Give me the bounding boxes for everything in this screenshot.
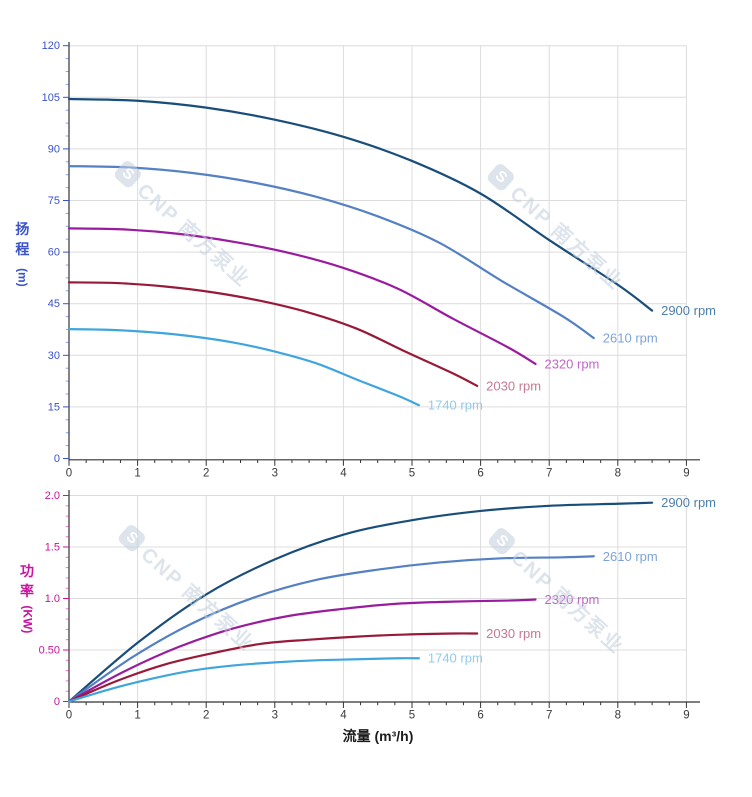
curve-head-2030rpm — [67, 281, 479, 388]
y-tick-label-head-0: 0 — [54, 453, 60, 465]
power-y-axis-title-char2: 率 — [19, 582, 34, 599]
x-tick-label-power-9: 9 — [683, 710, 689, 722]
x-tick-label-head-6: 6 — [477, 467, 483, 479]
x-tick-label-power-5: 5 — [409, 710, 415, 722]
y-tick-label-head-6: 90 — [48, 143, 60, 155]
curve-power-2320rpm — [67, 598, 537, 703]
x-tick-label-power-4: 4 — [340, 710, 347, 722]
series-label-power-2900rpm: 2900 rpm — [661, 495, 716, 510]
x-tick-label-power-7: 7 — [546, 710, 552, 722]
x-tick-label-head-9: 9 — [683, 467, 689, 479]
series-label-head-2610rpm: 2610 rpm — [603, 331, 658, 346]
y-tick-label-power-4: 2.0 — [45, 490, 60, 502]
y-tick-label-head-5: 75 — [48, 195, 60, 207]
series-label-head-1740rpm: 1740 rpm — [428, 398, 483, 413]
y-tick-label-power-3: 1.5 — [45, 542, 60, 554]
y-tick-label-head-4: 60 — [48, 247, 60, 259]
y-tick-label-head-1: 15 — [48, 401, 60, 413]
x-tick-label-head-5: 5 — [409, 467, 415, 479]
y-tick-label-head-3: 45 — [48, 298, 60, 310]
curve-power-2030rpm — [67, 632, 479, 703]
power-y-axis-unit: (KW) — [20, 605, 35, 634]
x-tick-label-power-1: 1 — [134, 710, 140, 722]
curve-power-1740rpm — [67, 657, 420, 703]
y-tick-label-power-0: 0 — [54, 696, 60, 708]
y-tick-label-head-7: 105 — [42, 92, 60, 104]
y-tick-label-head-2: 30 — [48, 350, 60, 362]
series-label-head-2030rpm: 2030 rpm — [486, 378, 541, 393]
series-label-power-2030rpm: 2030 rpm — [486, 626, 541, 641]
y-tick-label-head-8: 120 — [42, 40, 60, 52]
curve-head-2900rpm — [67, 97, 654, 312]
curve-head-2610rpm — [67, 165, 595, 340]
curve-head-1740rpm — [67, 328, 420, 407]
y-tick-label-power-2: 1.0 — [45, 593, 60, 605]
x-tick-label-head-2: 2 — [203, 467, 209, 479]
head-y-axis-unit: (m) — [15, 268, 30, 287]
x-tick-label-head-8: 8 — [615, 467, 621, 479]
x-tick-label-power-0: 0 — [66, 710, 72, 722]
x-axis-title: 流量 (m³/h) — [342, 728, 414, 744]
curve-head-2320rpm — [67, 227, 537, 365]
x-tick-label-head-0: 0 — [66, 467, 72, 479]
curve-power-2900rpm — [67, 501, 654, 703]
x-tick-label-power-2: 2 — [203, 710, 209, 722]
series-label-head-2900rpm: 2900 rpm — [661, 303, 716, 318]
series-label-head-2320rpm: 2320 rpm — [544, 356, 599, 371]
head-y-axis-title: 扬 程 (m) — [13, 220, 32, 287]
head-y-axis-title-char1: 扬 — [15, 221, 30, 237]
x-tick-label-head-4: 4 — [340, 467, 347, 479]
x-tick-label-power-8: 8 — [615, 710, 621, 722]
x-tick-label-power-6: 6 — [477, 710, 483, 722]
x-tick-label-power-3: 3 — [272, 710, 278, 722]
series-label-power-2320rpm: 2320 rpm — [544, 592, 599, 607]
series-label-power-2610rpm: 2610 rpm — [603, 549, 658, 564]
x-tick-label-head-7: 7 — [546, 467, 552, 479]
head-y-axis-title-char2: 程 — [15, 240, 30, 257]
series-label-power-1740rpm: 1740 rpm — [428, 651, 483, 666]
y-tick-label-power-1: 0.50 — [39, 645, 60, 657]
x-tick-label-head-1: 1 — [134, 467, 140, 479]
power-y-axis-title-char1: 功 — [19, 563, 34, 579]
curve-power-2610rpm — [67, 555, 595, 703]
x-tick-label-head-3: 3 — [272, 467, 278, 479]
power-y-axis-title: 功 率 (KW) — [13, 562, 41, 634]
